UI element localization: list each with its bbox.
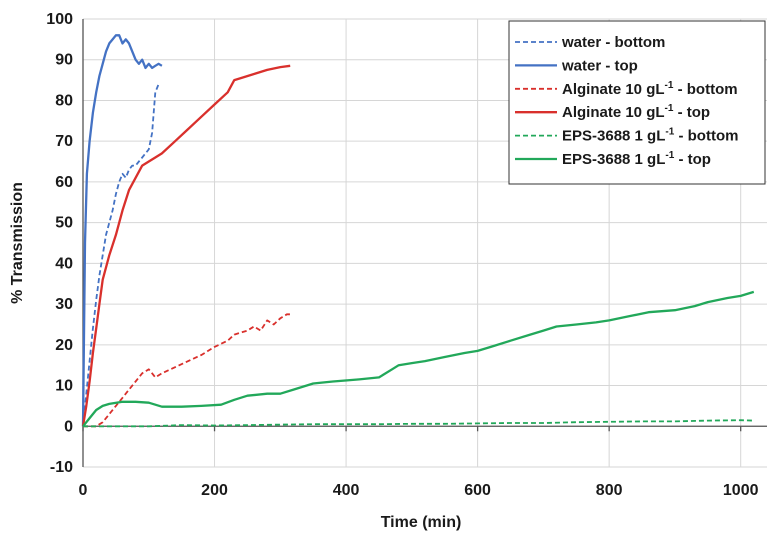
legend-box	[508, 20, 766, 185]
chart-legend: water - bottom water - top Alginate 10 gL-…	[508, 20, 766, 185]
x-tick-label: 600	[464, 482, 491, 499]
series-line-1	[82, 83, 160, 427]
series-line-2	[81, 34, 163, 427]
legend-label: water - top	[561, 57, 638, 74]
x-tick-label: 400	[333, 482, 360, 499]
series-line-3	[83, 313, 291, 428]
y-tick-label: 0	[64, 418, 73, 435]
y-tick-label: 70	[55, 133, 73, 150]
x-tick-label: 200	[201, 482, 228, 499]
y-tick-label: 60	[55, 174, 73, 191]
y-tick-label: 90	[55, 52, 73, 69]
y-tick-label: 10	[55, 378, 73, 395]
y-tick-label: -10	[50, 459, 73, 476]
y-tick-label: 30	[55, 296, 73, 313]
x-tick-label: 1000	[723, 482, 759, 499]
y-tick-label: 40	[55, 255, 73, 272]
legend-label: water - bottom	[561, 34, 665, 51]
y-axis-title: % Transmission	[9, 182, 26, 304]
x-tick-label: 800	[596, 482, 623, 499]
series-line-4	[81, 64, 291, 427]
legend-label: EPS-3688 1 gL-1 - bottom	[562, 127, 738, 145]
series-line-5	[83, 419, 754, 428]
x-axis-title: Time (min)	[381, 514, 462, 531]
legend-label: Alginate 10 gL-1 - top	[562, 103, 710, 121]
legend-label: EPS-3688 1 gL-1 - top	[562, 150, 711, 168]
chart-series	[81, 34, 755, 428]
x-tick-label: 0	[79, 482, 88, 499]
y-tick-label: 100	[46, 11, 73, 28]
chart-gridlines	[83, 18, 767, 468]
y-tick-label: 50	[55, 215, 73, 232]
series-line-6	[82, 290, 755, 428]
y-tick-label: 20	[55, 337, 73, 354]
y-tick-label: 80	[55, 92, 73, 109]
legend-label: Alginate 10 gL-1 - bottom	[562, 80, 738, 98]
